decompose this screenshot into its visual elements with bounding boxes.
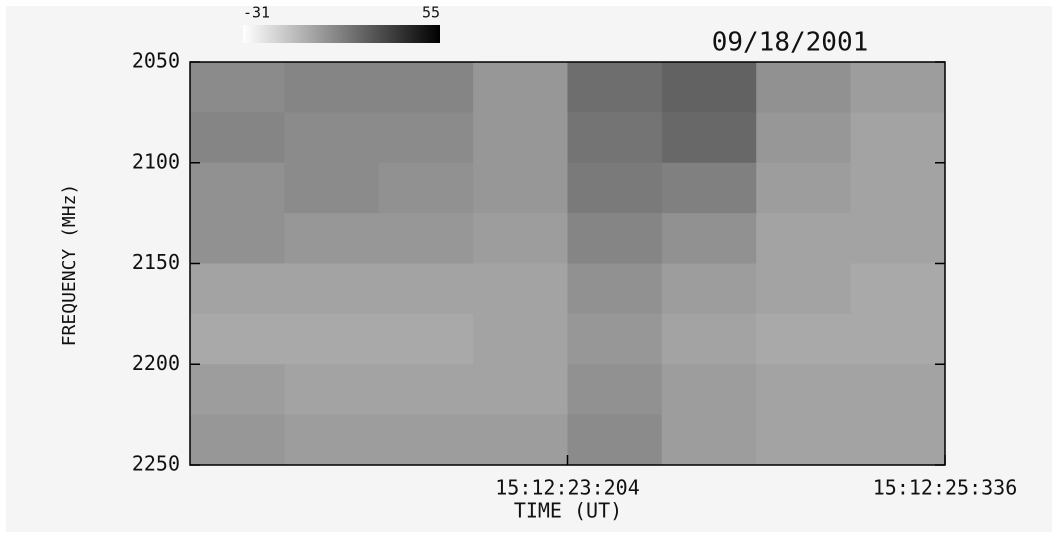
heat-cell [850, 112, 946, 164]
heat-cell [284, 62, 380, 113]
y-tick-label: 2250 [132, 452, 180, 476]
heat-cell [850, 313, 946, 365]
colorbar-min-label: -31 [243, 4, 270, 22]
heat-cell [284, 263, 380, 315]
heat-cell [756, 414, 852, 466]
heat-cell [567, 263, 663, 315]
heat-cell [756, 364, 852, 416]
heat-cell [190, 364, 285, 416]
heat-cell [756, 263, 852, 315]
heat-cell [661, 414, 757, 466]
x-tick-label: 15:12:25:336 [873, 476, 1018, 500]
heat-cell [567, 364, 663, 416]
y-tick-label: 2100 [132, 149, 180, 173]
heat-cell [378, 62, 474, 113]
heat-cell [850, 414, 946, 466]
colorbar [243, 25, 440, 43]
heat-cell [378, 414, 474, 466]
heat-cell [661, 364, 757, 416]
y-tick-label: 2150 [132, 250, 180, 274]
heat-cell [378, 313, 474, 365]
heat-cell [661, 263, 757, 315]
heat-cell [473, 364, 568, 416]
heat-cell [661, 62, 757, 113]
heat-cell [567, 213, 663, 264]
heat-cell [567, 313, 663, 365]
y-axis-label: FREQUENCY (MHz) [59, 184, 80, 347]
heat-cell [473, 62, 568, 113]
heat-cell [661, 162, 757, 214]
y-tick-label: 2050 [132, 49, 180, 73]
x-tick-label: 15:12:23:204 [495, 476, 640, 500]
heat-cell [284, 213, 380, 264]
heat-cell [284, 162, 380, 214]
heat-cell [284, 414, 380, 466]
heat-cell [850, 62, 946, 113]
heat-cell [850, 162, 946, 214]
heat-cell [284, 364, 380, 416]
heat-cell [284, 313, 380, 365]
heat-cell [378, 263, 474, 315]
heat-cell [378, 162, 474, 214]
heat-cell [190, 313, 285, 365]
chart-title: 09/18/2001 [712, 28, 869, 58]
heat-cell [378, 213, 474, 264]
colorbar-max-label: 55 [422, 4, 440, 22]
heat-cell [567, 62, 663, 113]
heat-cell [473, 213, 568, 264]
heat-cell [190, 213, 285, 264]
heat-cell [378, 112, 474, 164]
heat-cell [190, 112, 285, 164]
heat-cell [190, 62, 285, 113]
heat-cell [756, 112, 852, 164]
heat-cell [756, 213, 852, 264]
heat-cell [567, 414, 663, 466]
heat-cell [190, 263, 285, 315]
heat-cell [190, 414, 285, 466]
heat-cell [284, 112, 380, 164]
heat-cell [756, 162, 852, 214]
heat-cell [850, 213, 946, 264]
x-axis-label: TIME (UT) [514, 499, 622, 523]
heat-cell [378, 364, 474, 416]
heat-cell [190, 162, 285, 214]
heat-cell [756, 62, 852, 113]
heat-cell [850, 263, 946, 315]
heat-cell [473, 112, 568, 164]
heat-cell [567, 112, 663, 164]
heat-cell [661, 313, 757, 365]
heat-cell [850, 364, 946, 416]
heat-cell [756, 313, 852, 365]
heat-cell [567, 162, 663, 214]
heat-cell [661, 112, 757, 164]
y-tick-label: 2200 [132, 351, 180, 375]
heat-cell [473, 313, 568, 365]
heat-cell [473, 162, 568, 214]
heat-cell [473, 263, 568, 315]
heat-cell [661, 213, 757, 264]
heat-cell [473, 414, 568, 466]
